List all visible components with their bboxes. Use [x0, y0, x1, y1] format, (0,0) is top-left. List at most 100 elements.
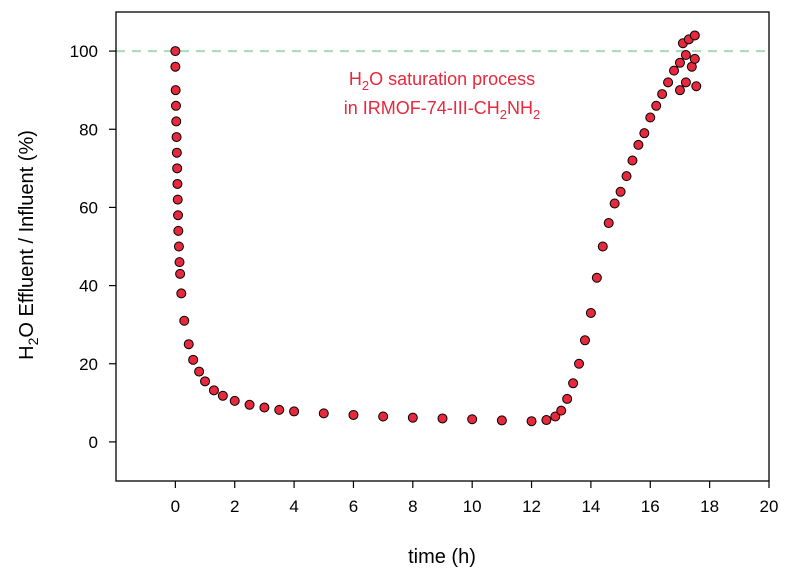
data-point	[550, 411, 561, 422]
annotation-line1-suffix: O saturation process	[369, 69, 535, 89]
x-tick-label: 2	[230, 497, 239, 516]
plot-frame	[115, 11, 770, 482]
data-point	[259, 402, 270, 413]
data-point	[674, 85, 685, 96]
x-tick-label: 6	[349, 497, 358, 516]
y-tick-label: 60	[79, 198, 98, 217]
data-point	[574, 358, 585, 369]
data-point	[171, 147, 182, 158]
data-point	[229, 395, 240, 406]
data-point	[174, 257, 185, 268]
data-point	[217, 390, 228, 401]
y-axis-label: H2O Effluent / Influent (%)	[16, 130, 41, 360]
data-points	[170, 30, 702, 427]
x-tick-label: 14	[581, 497, 600, 516]
data-point	[585, 307, 596, 318]
data-point	[378, 411, 389, 422]
x-tick-label: 20	[760, 497, 779, 516]
data-point	[674, 57, 685, 68]
data-point	[437, 413, 448, 424]
data-point	[407, 412, 418, 423]
data-point	[176, 288, 187, 299]
data-point	[171, 132, 182, 143]
data-point	[179, 315, 190, 326]
data-point	[568, 378, 579, 389]
data-point	[289, 406, 300, 417]
data-point	[467, 414, 478, 425]
data-point	[172, 194, 183, 205]
annotation-line2-prefix: in IRMOF-74-III-CH	[344, 98, 500, 118]
data-point	[183, 339, 194, 350]
data-point	[244, 399, 255, 410]
data-point	[171, 116, 182, 127]
x-tick-label: 16	[641, 497, 660, 516]
data-point	[645, 112, 656, 123]
data-point	[173, 241, 184, 252]
data-point	[639, 128, 650, 139]
data-point	[579, 335, 590, 346]
data-point	[175, 268, 186, 279]
data-point	[188, 354, 199, 365]
data-point	[591, 272, 602, 283]
y-axis-ticks: 0 20 40 60 80 100	[70, 42, 116, 452]
data-point	[170, 85, 181, 96]
data-point	[556, 405, 567, 416]
data-point	[621, 171, 632, 182]
data-point	[657, 89, 668, 100]
data-point	[541, 415, 552, 426]
annotation-line2-sub2: 2	[533, 107, 540, 122]
x-tick-label: 18	[700, 497, 719, 516]
data-point	[633, 139, 644, 150]
y-tick-label: 0	[89, 433, 98, 452]
x-tick-label: 10	[463, 497, 482, 516]
x-tick-label: 8	[408, 497, 417, 516]
data-point	[170, 100, 181, 111]
annotation-line-1: H2O saturation process	[349, 69, 535, 93]
data-point	[200, 376, 211, 387]
data-point	[170, 46, 181, 57]
annotation-line2-sub1: 2	[500, 107, 507, 122]
y-axis-label-sub: 2	[25, 337, 41, 345]
data-point	[689, 30, 700, 41]
data-point	[689, 53, 700, 64]
x-axis-ticks: 0 2 4 6 8 10 12 14 16 18 20	[171, 481, 779, 516]
data-point	[562, 393, 573, 404]
y-tick-label: 40	[79, 277, 98, 296]
data-point	[680, 49, 691, 60]
y-axis-label-prefix: H	[16, 345, 38, 359]
data-point	[680, 77, 691, 88]
data-point	[669, 65, 680, 76]
annotation-line-2: in IRMOF-74-III-CH2NH2	[344, 98, 540, 122]
data-point	[691, 81, 702, 92]
data-point	[603, 218, 614, 229]
annotation-line1-prefix: H	[349, 69, 362, 89]
data-point	[627, 155, 638, 166]
data-point	[208, 385, 219, 396]
y-tick-label: 20	[79, 355, 98, 374]
data-point	[274, 404, 285, 415]
data-point	[172, 163, 183, 174]
data-point	[318, 408, 329, 419]
x-tick-label: 12	[522, 497, 541, 516]
data-point	[496, 415, 507, 426]
data-point	[615, 186, 626, 197]
data-point	[348, 409, 359, 420]
annotation-line2-mid: NH	[507, 98, 533, 118]
y-axis-label-suffix: O Effluent / Influent (%)	[16, 130, 38, 338]
data-point	[526, 416, 537, 427]
data-point	[173, 225, 184, 236]
annotation-line1-sub: 2	[362, 78, 369, 93]
x-tick-label: 4	[289, 497, 298, 516]
data-point	[194, 366, 205, 377]
data-point	[651, 100, 662, 111]
data-point	[609, 198, 620, 209]
data-point	[170, 61, 181, 72]
data-point	[172, 178, 183, 189]
data-point	[663, 77, 674, 88]
y-tick-label: 80	[79, 120, 98, 139]
data-point	[173, 210, 184, 221]
x-axis-label: time (h)	[408, 546, 476, 568]
